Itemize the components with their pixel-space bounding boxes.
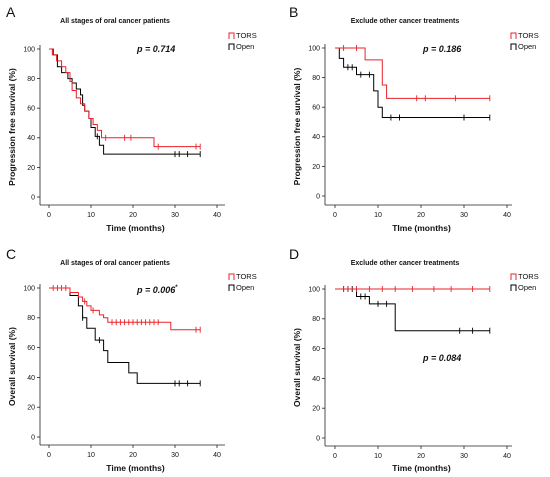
- panel-label: B: [289, 4, 298, 20]
- p-value-annotation: p = 0.006*: [136, 285, 178, 295]
- chart-title: Exclude other cancer treatments: [351, 260, 460, 267]
- y-tick-label: 60: [312, 346, 320, 353]
- p-value-text: p = 0.084: [422, 353, 461, 363]
- legend-swatch-open: [510, 284, 517, 291]
- x-axis-label: TIme (months): [392, 223, 451, 233]
- p-value-annotation: p = 0.714: [136, 44, 175, 54]
- x-tick-label: 20: [417, 453, 425, 460]
- p-value-annotation: p = 0.186: [422, 44, 462, 54]
- legend-swatch-tors: [228, 32, 235, 39]
- legend-swatch-tors: [510, 32, 517, 39]
- x-tick-label: 0: [333, 453, 337, 460]
- x-tick-label: 40: [503, 453, 511, 460]
- y-axis-label: Overall survival (%): [7, 327, 17, 406]
- panel-d: D Exclude other cancer treatments 0 20 40 60 8…: [289, 246, 539, 473]
- panel-label: C: [6, 246, 16, 262]
- x-tick-label: 40: [503, 212, 511, 219]
- y-tick-label: 20: [27, 165, 35, 172]
- y-tick-label: 0: [316, 435, 320, 442]
- x-tick-label: 0: [333, 212, 337, 219]
- legend-swatch-tors: [510, 273, 517, 280]
- legend-swatch-open: [228, 43, 235, 50]
- y-tick-label: 60: [27, 106, 35, 113]
- legend-swatch-open: [510, 43, 517, 50]
- y-tick-label: 80: [312, 75, 320, 82]
- y-tick-label: 100: [23, 285, 35, 292]
- panel-label: D: [289, 246, 299, 262]
- survival-curve-tors: [49, 48, 201, 148]
- y-tick-label: 60: [27, 345, 35, 352]
- x-axis-label: Time (months): [392, 463, 451, 473]
- y-axis-label: Progression free survival (%): [7, 68, 17, 186]
- p-value-text: p = 0.714: [136, 44, 175, 54]
- x-tick-label: 30: [460, 453, 468, 460]
- p-value-annotation: p = 0.084: [422, 353, 461, 363]
- y-tick-label: 0: [316, 193, 320, 200]
- y-tick-label: 20: [312, 406, 320, 413]
- panel-c: C All stages of oral cancer patients 0 20 40…: [6, 246, 257, 473]
- chart-title: All stages of oral cancer patients: [60, 18, 170, 25]
- x-tick-label: 30: [171, 452, 179, 459]
- legend-label-open: Open: [236, 283, 254, 292]
- survival-curve-tors: [49, 287, 201, 331]
- x-tick-label: 0: [47, 452, 51, 459]
- y-tick-label: 80: [312, 316, 320, 323]
- survival-curve-open: [335, 47, 490, 119]
- survival-curve-open: [335, 288, 490, 332]
- y-tick-label: 40: [312, 376, 320, 383]
- panel-label: A: [6, 4, 16, 20]
- legend-label-open: Open: [518, 283, 536, 292]
- legend-swatch-tors: [228, 273, 235, 280]
- x-tick-label: 10: [87, 452, 95, 459]
- legend-label-tors: TORS: [518, 31, 539, 40]
- panel-b: B Exclude other cancer treatments 0 20 40 60 8…: [289, 4, 539, 233]
- y-tick-label: 40: [312, 134, 320, 141]
- survival-curve-open: [49, 287, 201, 384]
- x-tick-label: 30: [460, 212, 468, 219]
- y-tick-label: 100: [23, 46, 35, 53]
- legend-label-tors: TORS: [236, 31, 257, 40]
- y-tick-label: 40: [27, 375, 35, 382]
- x-tick-label: 20: [129, 452, 137, 459]
- p-value-significance-mark: *: [175, 285, 178, 291]
- x-tick-label: 40: [213, 452, 221, 459]
- x-tick-label: 10: [374, 453, 382, 460]
- y-tick-label: 60: [312, 105, 320, 112]
- panel-a: A All stages of oral cancer patients 0 20 40…: [6, 4, 257, 233]
- x-tick-label: 10: [87, 212, 95, 219]
- y-tick-label: 20: [312, 164, 320, 171]
- survival-curve-open: [49, 48, 201, 155]
- y-tick-label: 80: [27, 315, 35, 322]
- x-tick-label: 0: [47, 212, 51, 219]
- p-value-text: p = 0.186: [422, 44, 462, 54]
- y-axis-label: Progression free survival (%): [292, 68, 302, 186]
- y-tick-label: 20: [27, 405, 35, 412]
- legend-swatch-open: [228, 284, 235, 291]
- y-tick-label: 100: [308, 286, 320, 293]
- x-tick-label: 10: [374, 212, 382, 219]
- chart-title: Exclude other cancer treatments: [351, 18, 460, 25]
- x-tick-label: 20: [129, 212, 137, 219]
- y-axis-label: Overall survival (%): [292, 328, 302, 407]
- y-tick-label: 0: [31, 194, 35, 201]
- legend-label-tors: TORS: [236, 272, 257, 281]
- x-tick-label: 20: [417, 212, 425, 219]
- x-axis-label: Time (months): [106, 463, 165, 473]
- legend-label-tors: TORS: [518, 272, 539, 281]
- x-tick-label: 30: [171, 212, 179, 219]
- legend-label-open: Open: [518, 42, 536, 51]
- y-tick-label: 40: [27, 135, 35, 142]
- legend-label-open: Open: [236, 42, 254, 51]
- chart-title: All stages of oral cancer patients: [60, 260, 170, 267]
- x-tick-label: 40: [213, 212, 221, 219]
- survival-curve-tors: [335, 47, 490, 99]
- x-axis-label: Time (months): [106, 223, 165, 233]
- y-tick-label: 80: [27, 76, 35, 83]
- p-value-text: p = 0.006: [136, 285, 176, 295]
- y-tick-label: 0: [31, 434, 35, 441]
- y-tick-label: 100: [308, 45, 320, 52]
